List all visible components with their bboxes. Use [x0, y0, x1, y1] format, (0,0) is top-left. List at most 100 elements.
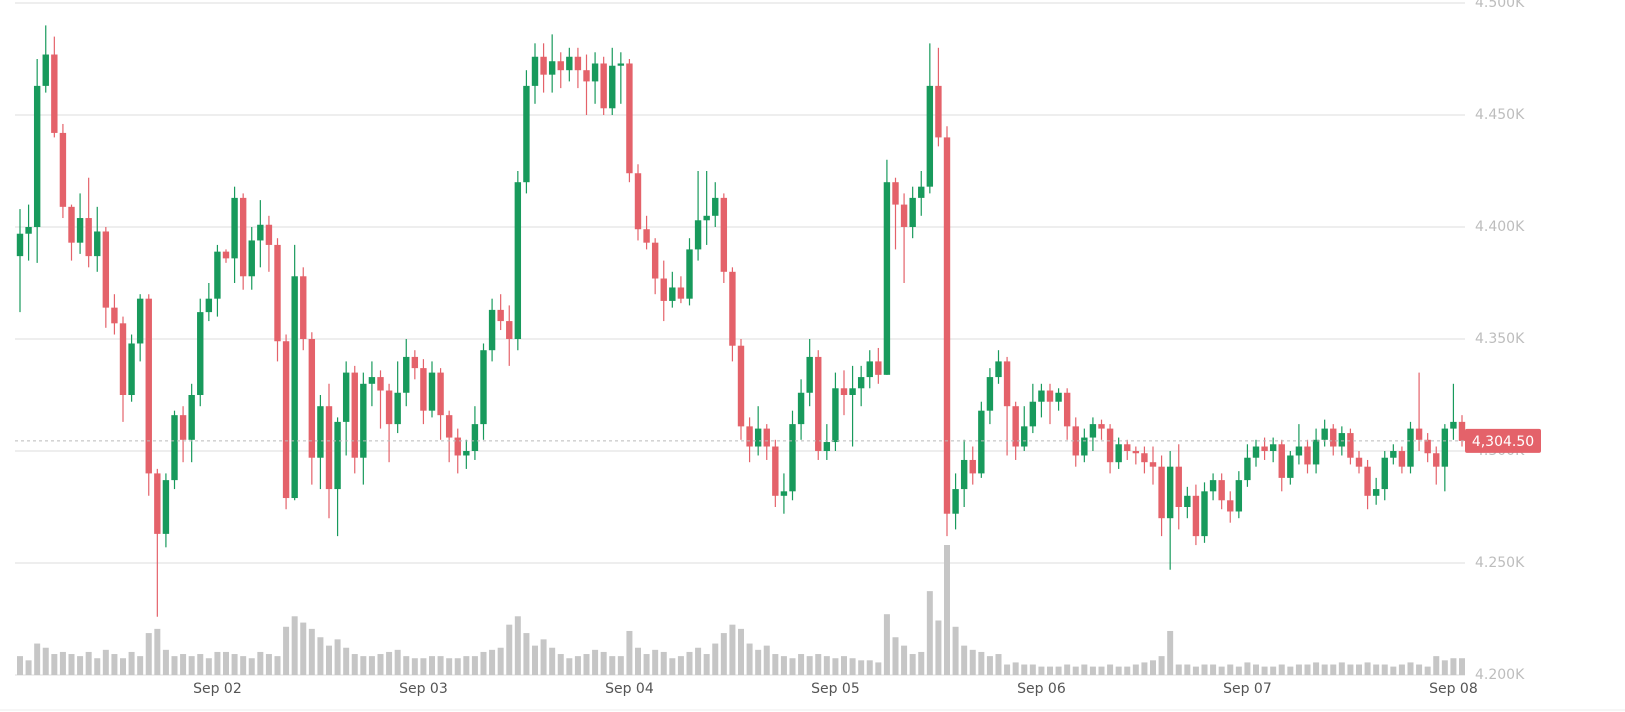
y-tick-label: 4.450K	[1475, 107, 1525, 123]
volume-bar	[583, 654, 590, 675]
volume-bar	[1313, 662, 1320, 675]
candle-body	[239, 197, 247, 277]
candle-body	[523, 85, 530, 183]
volume-bar	[471, 656, 478, 675]
volume-bar	[1424, 666, 1431, 675]
volume-bar	[1055, 666, 1062, 675]
volume-bar	[1398, 664, 1405, 675]
x-tick-label: Sep 06	[1017, 681, 1066, 697]
candle-body	[403, 356, 410, 393]
candle-body	[480, 350, 487, 425]
candle-body	[557, 61, 564, 71]
volume-bar	[944, 545, 950, 675]
candle-body	[952, 489, 959, 514]
volume-bar	[1115, 666, 1122, 675]
candle-body	[51, 54, 58, 133]
volume-bar	[1261, 666, 1268, 675]
candle-body	[16, 233, 24, 257]
candle-body	[1132, 451, 1140, 454]
volume-bar	[901, 645, 908, 675]
volume-bar	[1098, 666, 1105, 675]
x-tick-label: Sep 05	[811, 681, 860, 697]
candle-body	[712, 197, 719, 216]
candle-body	[729, 271, 736, 346]
candle-body	[368, 377, 376, 384]
volume-bar	[1038, 666, 1045, 675]
candle-body	[892, 182, 899, 205]
volume-bar	[617, 656, 624, 675]
volume-bar	[454, 658, 461, 675]
candle-body	[1355, 457, 1363, 467]
volume-bar	[1081, 664, 1088, 675]
candle-body	[162, 480, 170, 534]
volume-bar	[1141, 662, 1148, 675]
candle-body	[857, 377, 865, 389]
volume-bar	[1089, 666, 1096, 675]
volume-bar	[540, 639, 547, 675]
volume-bar	[677, 656, 684, 675]
volume-bar	[1338, 662, 1345, 675]
volume-bar	[102, 649, 109, 675]
candle-body	[437, 372, 444, 416]
candle-body	[806, 356, 813, 393]
volume-bar	[866, 660, 873, 675]
volume-bar	[712, 643, 719, 675]
y-tick-label: 4.200K	[1475, 667, 1525, 683]
volume-bar	[574, 656, 581, 675]
candle-body	[969, 459, 976, 474]
candle-body	[308, 339, 316, 458]
candle-body	[1106, 428, 1114, 463]
candle-body	[609, 65, 616, 109]
candle-body	[797, 392, 805, 425]
candle-body	[514, 182, 522, 339]
volume-bar	[360, 656, 367, 675]
volume-bar	[34, 643, 41, 675]
volume-bar	[137, 656, 144, 675]
volume-bar	[549, 647, 556, 675]
volume-bar	[1390, 666, 1397, 675]
volume-bar	[1407, 662, 1414, 675]
candle-body	[317, 406, 324, 458]
x-tick-label: Sep 02	[193, 681, 242, 697]
volume-bar	[806, 656, 813, 675]
candle-body	[626, 63, 633, 174]
candle-body	[875, 361, 882, 375]
volume-bar	[180, 654, 187, 675]
candle-body	[94, 231, 101, 257]
candle-body	[300, 276, 307, 339]
volume-bar	[746, 643, 753, 675]
volume-bar	[858, 660, 865, 675]
candle-body	[849, 388, 856, 395]
candle-body	[883, 182, 891, 375]
volume-bar	[85, 651, 92, 675]
x-tick-label: Sep 07	[1223, 681, 1272, 697]
volume-bar	[111, 654, 118, 675]
candle-body	[634, 173, 642, 230]
volume-bar	[875, 662, 882, 675]
volume-bar	[42, 647, 49, 675]
candle-body	[746, 426, 753, 447]
volume-bar	[952, 626, 959, 675]
candle-body	[1278, 444, 1285, 478]
candle-body	[669, 287, 676, 301]
volume-bar	[489, 649, 496, 675]
volume-bar	[411, 658, 418, 675]
candle-body	[651, 242, 659, 279]
candle-body	[154, 473, 161, 534]
candle-body	[995, 361, 1002, 378]
volume-bar	[1072, 666, 1079, 675]
candle-body	[591, 63, 599, 82]
volume-bar	[317, 637, 324, 675]
candle-body	[1003, 361, 1011, 407]
candle-body	[1252, 446, 1260, 458]
candle-body	[1295, 446, 1303, 456]
candle-body	[1063, 392, 1071, 427]
volume-bar	[1381, 664, 1388, 675]
candle-body	[935, 85, 942, 138]
volume-bar	[523, 633, 530, 675]
volume-bar	[969, 649, 976, 675]
candle-body	[978, 410, 985, 474]
candle-body	[1304, 446, 1311, 465]
volume-bar	[1218, 666, 1225, 675]
